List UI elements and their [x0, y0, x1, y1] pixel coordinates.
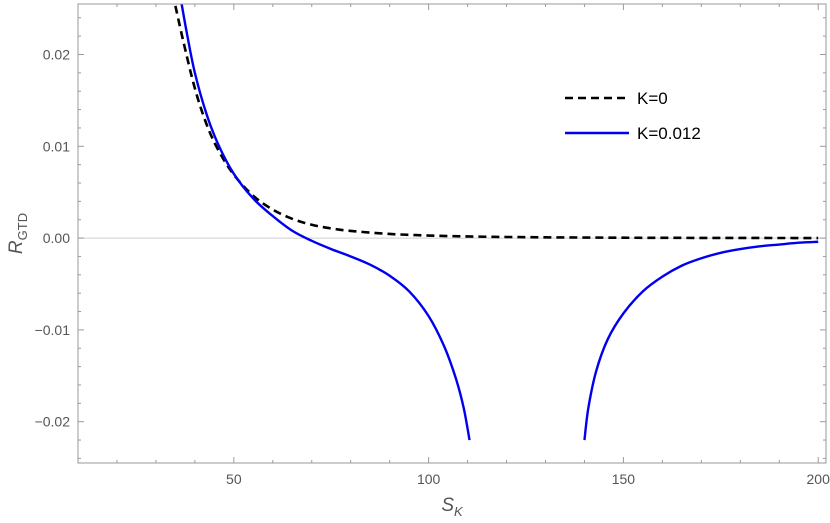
series-group	[174, 3, 819, 441]
legend-label-k0012: K=0.012	[637, 124, 701, 143]
y-axis-ticks: −0.02 −0.01 0.00 0.01 0.02	[35, 17, 826, 459]
y-tick-label: −0.02	[35, 414, 71, 430]
series-line-k0012-segment-1	[180, 3, 471, 441]
plot-frame	[77, 3, 827, 464]
series-line-k0012-segment-2	[583, 240, 819, 441]
series-line-k0	[174, 5, 819, 240]
x-axis-ticks: 50 100 150 200	[116, 4, 830, 487]
y-tick-label: 0.00	[43, 230, 70, 246]
x-axis-label: SK	[441, 495, 464, 519]
y-axis-label: RGTD	[6, 213, 30, 254]
y-axis-label-subscript: GTD	[15, 213, 30, 240]
legend-label-k0: K=0	[637, 89, 668, 108]
x-tick-label: 200	[807, 471, 830, 487]
y-axis-label-base: R	[6, 240, 27, 254]
x-axis-label-base: S	[441, 495, 454, 516]
y-tick-label: −0.01	[35, 322, 71, 338]
x-tick-label: 50	[226, 471, 242, 487]
x-axis-label-subscript: K	[454, 504, 464, 519]
legend: K=0 K=0.012	[565, 89, 701, 143]
y-tick-label: 0.01	[43, 138, 70, 154]
x-tick-label: 150	[612, 471, 636, 487]
y-tick-label: 0.02	[43, 46, 70, 62]
x-tick-label: 100	[417, 471, 441, 487]
